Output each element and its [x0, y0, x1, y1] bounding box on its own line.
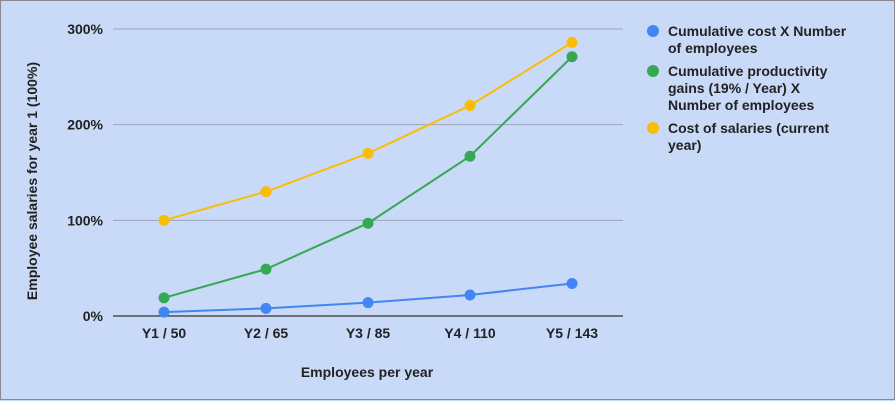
- data-point: [260, 263, 272, 275]
- legend: Cumulative cost X Number of employeesCumu…: [647, 23, 847, 153]
- legend-label-line: Cost of salaries (current: [668, 120, 829, 136]
- legend-item: Cost of salaries (current year): [647, 120, 829, 153]
- legend-item: Cumulative cost X Number of employees: [647, 23, 847, 56]
- data-point: [362, 147, 374, 159]
- legend-label: Cumulative cost X Number of employees: [668, 23, 847, 56]
- data-point: [464, 150, 476, 162]
- y-tick-label: 0%: [83, 308, 104, 324]
- y-axis-ticks: 0% 100% 200% 300%: [67, 21, 103, 324]
- legend-marker: [647, 65, 659, 77]
- series-layer: [158, 36, 578, 318]
- legend-label-line: year): [668, 137, 701, 153]
- legend-label-line: Number of employees: [668, 97, 814, 113]
- data-point: [158, 214, 170, 226]
- data-point: [464, 289, 476, 301]
- y-tick-label: 100%: [67, 212, 103, 228]
- x-axis-ticks: Y1 / 50 Y2 / 65 Y3 / 85 Y4 / 110 Y5 / 143: [142, 325, 598, 341]
- grid-lines: [113, 28, 623, 317]
- legend-label: Cost of salaries (current year): [668, 120, 829, 153]
- x-tick-label: Y2 / 65: [244, 325, 289, 341]
- x-tick-label: Y5 / 143: [546, 325, 598, 341]
- x-axis-title: Employees per year: [301, 364, 434, 380]
- data-point: [260, 186, 272, 198]
- x-tick-label: Y1 / 50: [142, 325, 187, 341]
- data-point: [362, 217, 374, 229]
- legend-label-line: Cumulative productivity: [668, 63, 828, 79]
- y-tick-label: 200%: [67, 117, 103, 133]
- x-tick-label: Y3 / 85: [346, 325, 391, 341]
- legend-label: Cumulative productivity gains (19% / Year…: [668, 63, 828, 113]
- legend-label-line: Cumulative cost X Number: [668, 23, 847, 39]
- data-point: [566, 51, 578, 63]
- series-2: [158, 36, 578, 226]
- y-tick-label: 300%: [67, 21, 103, 37]
- legend-item: Cumulative productivity gains (19% / Year…: [647, 63, 828, 113]
- y-axis-title: Employee salaries for year 1 (100%): [24, 62, 40, 300]
- legend-marker: [647, 122, 659, 134]
- series-line: [163, 41, 573, 222]
- x-tick-label: Y4 / 110: [444, 325, 496, 341]
- data-point: [566, 36, 578, 48]
- data-point: [158, 292, 170, 304]
- data-point: [464, 100, 476, 112]
- legend-label-line: of employees: [668, 40, 758, 56]
- series-0: [158, 277, 578, 318]
- series-line: [163, 56, 573, 299]
- data-point: [260, 302, 272, 314]
- legend-marker: [647, 25, 659, 37]
- legend-label-line: gains (19% / Year) X: [668, 80, 801, 96]
- data-point: [362, 297, 374, 309]
- data-point: [158, 306, 170, 318]
- data-point: [566, 277, 578, 289]
- series-1: [158, 51, 578, 304]
